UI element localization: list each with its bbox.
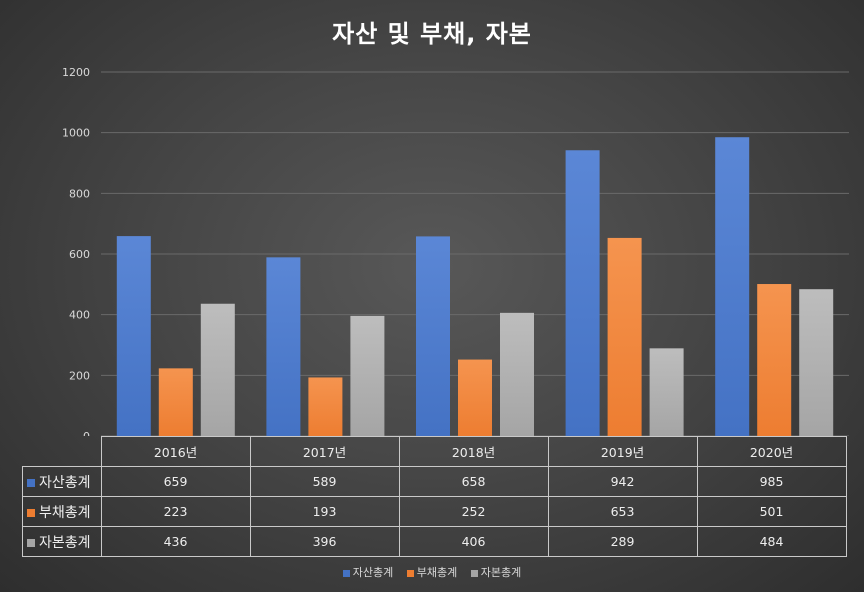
legend-item: 자본총계 (470, 564, 521, 580)
bar-1-5 (715, 137, 750, 436)
y-tick-label: 1000 (62, 127, 90, 140)
table-cell: 252 (398, 496, 549, 527)
table-cell: 484 (696, 526, 847, 557)
table-cell: 659 (100, 466, 251, 497)
table-row: 부채총계 223 193 252 653 501 (22, 496, 847, 527)
table-cell: 396 (249, 526, 400, 557)
table-header-cell: 2020년 (696, 436, 847, 467)
table-row-header: 부채총계 (22, 496, 102, 527)
table-cell: 193 (249, 496, 400, 527)
legend-swatch (406, 569, 414, 577)
table-header-cell: 2017년 (249, 436, 400, 467)
y-tick-label: 1200 (62, 66, 90, 79)
table-cell: 289 (547, 526, 698, 557)
table-cell: 942 (547, 466, 698, 497)
series-swatch (27, 478, 35, 487)
legend: 자산총계 부채총계 자본총계 (0, 564, 864, 580)
table-header-row: 2016년 2017년 2018년 2019년 2020년 (22, 436, 847, 467)
bar-1-3 (416, 236, 450, 436)
table-cell: 406 (398, 526, 549, 557)
bar-3-1 (200, 303, 235, 436)
table-cell: 501 (696, 496, 847, 527)
legend-swatch (342, 569, 350, 577)
plot-area: 0 200 400 600 800 1000 1200 (62, 66, 849, 436)
table-header-cell: 2018년 (398, 436, 549, 467)
bar-2-1 (158, 368, 193, 436)
legend-swatch (470, 569, 478, 577)
table-cell: 436 (100, 526, 251, 557)
table-row: 자본총계 436 396 406 289 484 (22, 526, 847, 557)
y-tick-label: 400 (69, 309, 90, 322)
y-tick-label: 600 (69, 248, 90, 261)
series-swatch (27, 508, 35, 517)
bar-3-4 (649, 348, 684, 436)
table-header-cell: 2016년 (100, 436, 251, 467)
y-tick-label: 0 (83, 430, 90, 436)
bar-3-2 (350, 315, 385, 436)
table-cell: 985 (696, 466, 847, 497)
chart-title: 자산 및 부채, 자본 (332, 20, 532, 48)
table-cell: 658 (398, 466, 549, 497)
table-row-header: 자산총계 (22, 466, 102, 497)
bars (116, 137, 834, 436)
bar-1-2 (266, 257, 301, 436)
legend-item: 부채총계 (406, 564, 457, 580)
table-row: 자산총계 659 589 658 942 985 (22, 466, 847, 497)
data-table: 2016년 2017년 2018년 2019년 2020년 자산총계 659 5… (22, 436, 847, 557)
bar-3-3 (500, 312, 534, 436)
y-axis-ticks: 0 200 400 600 800 1000 1200 (62, 66, 90, 436)
bar-2-5 (757, 284, 792, 436)
bar-3-5 (799, 289, 834, 436)
bar-2-2 (308, 377, 343, 436)
table-cell: 223 (100, 496, 251, 527)
bar-1-4 (565, 150, 600, 436)
series-swatch (27, 538, 35, 547)
table-row-header: 자본총계 (22, 526, 102, 557)
table-header-cell: 2019년 (547, 436, 698, 467)
legend-item: 자산총계 (342, 564, 393, 580)
bar-2-3 (458, 359, 492, 436)
table-cell: 589 (249, 466, 400, 497)
y-tick-label: 800 (69, 187, 90, 200)
bar-2-4 (607, 237, 642, 436)
table-cell: 653 (547, 496, 698, 527)
bar-1-1 (116, 236, 151, 436)
y-tick-label: 200 (69, 369, 90, 382)
